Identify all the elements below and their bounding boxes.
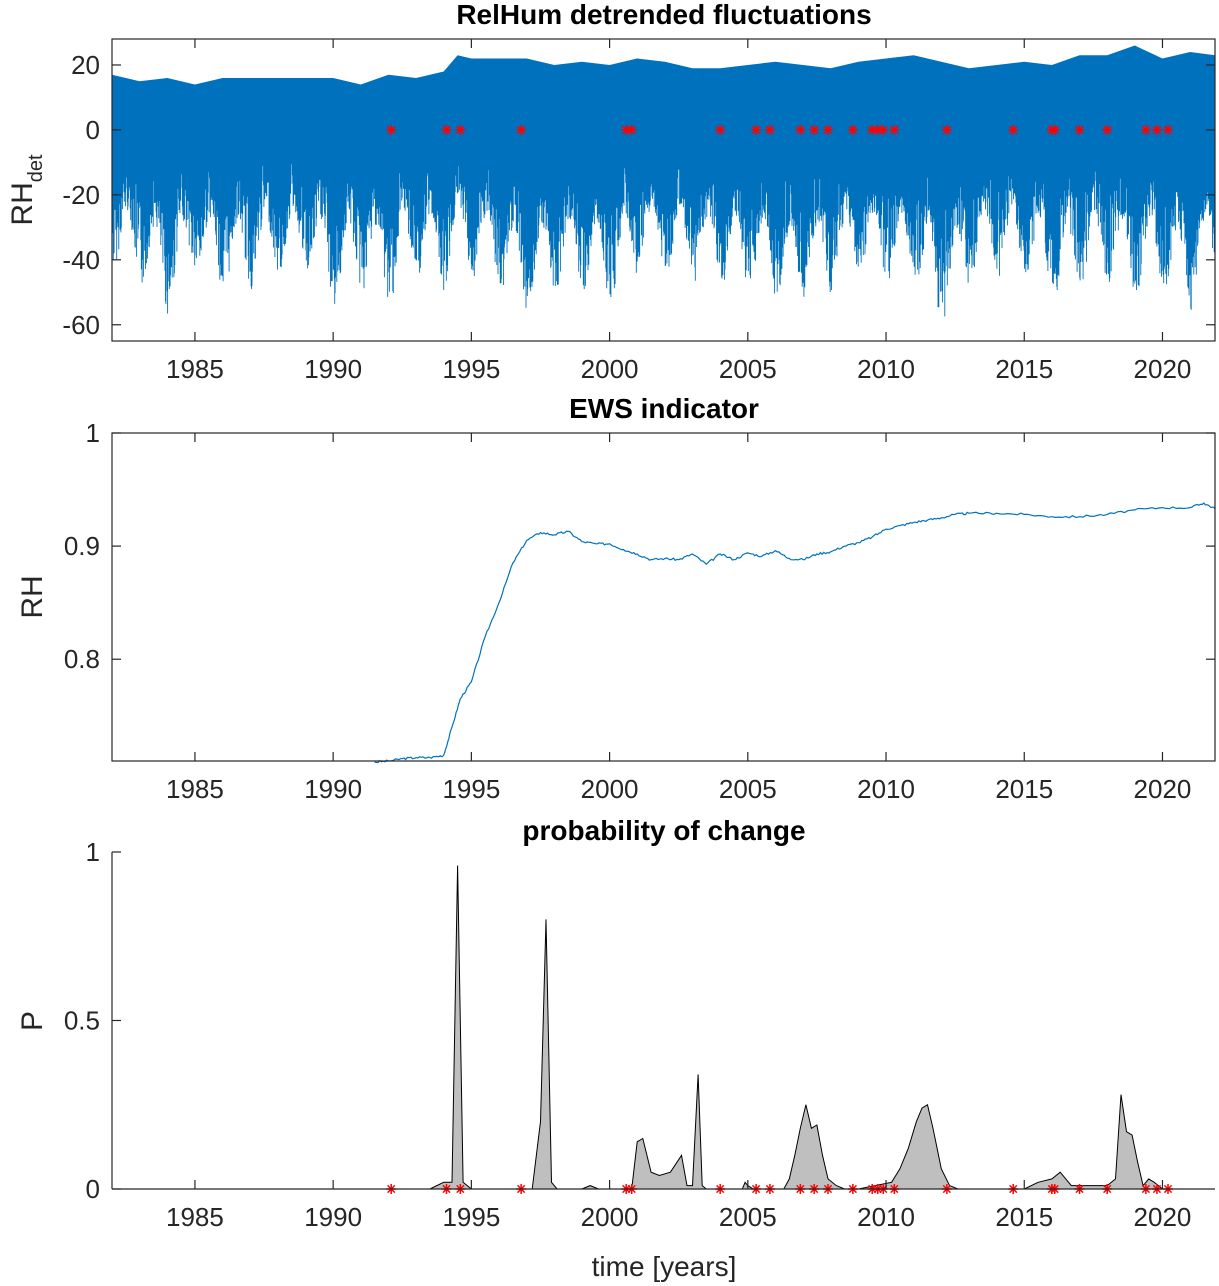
y-tick-label: 0 xyxy=(86,1174,100,1204)
panel3-plot-area xyxy=(374,865,1215,1194)
x-tick-label: 2020 xyxy=(1134,354,1192,384)
change-point-marker xyxy=(626,124,637,135)
x-tick-label: 1985 xyxy=(166,1202,224,1232)
x-tick-label: 1995 xyxy=(442,1202,500,1232)
panel1-axes-box xyxy=(111,38,1216,342)
y-tick-label: -20 xyxy=(62,180,100,210)
change-point-marker xyxy=(847,124,858,135)
panel2-axes-box xyxy=(111,432,1216,762)
panel3-ticks: 1985 1990 1995 2000 2005 2010 2015 2020 0 0.5 1 xyxy=(64,837,1192,1232)
panel-probability-of-change: probability of change 1985 1990 1995 2000 20… xyxy=(16,815,1215,1282)
x-tick-label: 2000 xyxy=(581,774,639,804)
panel2-ylabel: RH xyxy=(16,575,49,618)
x-tick-label: 2015 xyxy=(995,354,1053,384)
y-tick-label: 20 xyxy=(71,50,100,80)
panel1-title: RelHum detrended fluctuations xyxy=(456,0,871,30)
y-tick-label: 0 xyxy=(86,115,100,145)
x-tick-label: 2005 xyxy=(719,1202,777,1232)
change-point-marker xyxy=(878,124,889,135)
x-tick-label: 2010 xyxy=(857,1202,915,1232)
change-point-marker xyxy=(764,124,775,135)
x-tick-label: 2015 xyxy=(995,774,1053,804)
x-tick-label: 1985 xyxy=(166,354,224,384)
probability-area xyxy=(374,865,1215,1190)
change-point-marker xyxy=(516,124,527,135)
change-point-marker xyxy=(621,124,632,135)
panel1-ylabel-main: RH xyxy=(6,182,39,225)
change-point-marker xyxy=(872,124,883,135)
y-tick-label: -40 xyxy=(62,245,100,275)
ews-series-line xyxy=(374,502,1216,764)
change-point-marker xyxy=(809,124,820,135)
x-tick-label: 2010 xyxy=(857,354,915,384)
x-tick-label: 2015 xyxy=(995,1202,1053,1232)
change-point-marker xyxy=(1074,124,1085,135)
panel3-axes xyxy=(111,852,1215,1190)
x-tick-label: 2005 xyxy=(719,354,777,384)
change-point-marker xyxy=(1008,124,1019,135)
y-tick-label: 1 xyxy=(86,837,100,867)
y-tick-label: -60 xyxy=(62,310,100,340)
panel3-title: probability of change xyxy=(522,815,805,846)
change-point-marker xyxy=(1163,124,1174,135)
panel-relhum-fluctuations: RelHum detrended fluctuations 1985 1990 19… xyxy=(6,0,1216,384)
change-point-marker xyxy=(751,124,762,135)
panel3-ylabel: P xyxy=(16,1011,49,1031)
change-point-marker xyxy=(1140,124,1151,135)
panel1-plot-area xyxy=(111,45,1216,317)
panel-ews-indicator: EWS indicator 1985 1990 1995 2000 2005 2010 20… xyxy=(16,393,1216,804)
panel1-ylabel: RHdet xyxy=(6,154,47,226)
change-point-marker xyxy=(715,124,726,135)
fluctuation-series-core xyxy=(112,45,1215,150)
y-tick-label: 0.9 xyxy=(64,531,100,561)
panel2-ticks: 1985 1990 1995 2000 2005 2010 2015 2020 0.8 0.9 1 xyxy=(64,418,1215,804)
x-tick-label: 2020 xyxy=(1134,774,1192,804)
change-point-marker xyxy=(386,124,397,135)
change-point-marker xyxy=(441,124,452,135)
change-point-marker xyxy=(1151,124,1162,135)
y-tick-label: 1 xyxy=(86,418,100,448)
x-tick-label: 1990 xyxy=(304,1202,362,1232)
x-tick-label: 1995 xyxy=(442,354,500,384)
x-tick-label: 1995 xyxy=(442,774,500,804)
change-point-marker xyxy=(941,124,952,135)
x-tick-label: 1990 xyxy=(304,354,362,384)
panel2-plot-area xyxy=(374,502,1216,764)
change-point-marker xyxy=(455,124,466,135)
change-point-marker xyxy=(1049,124,1060,135)
y-tick-label: 0.8 xyxy=(64,644,100,674)
x-tick-label: 2010 xyxy=(857,774,915,804)
x-tick-label: 1990 xyxy=(304,774,362,804)
change-point-marker xyxy=(1102,124,1113,135)
change-point-marker xyxy=(867,124,878,135)
change-point-marker xyxy=(889,124,900,135)
panel3-xlabel: time [years] xyxy=(592,1251,737,1282)
panel2-title: EWS indicator xyxy=(569,393,759,424)
panel1-ylabel-subscript: det xyxy=(25,154,47,182)
x-tick-label: 2005 xyxy=(719,774,777,804)
x-tick-label: 2000 xyxy=(581,354,639,384)
panel1-ticks: 1985 1990 1995 2000 2005 2010 2015 2020 -60 -40 -2… xyxy=(62,39,1215,384)
y-tick-label: 0.5 xyxy=(64,1006,100,1036)
change-point-marker xyxy=(822,124,833,135)
x-tick-label: 2020 xyxy=(1134,1202,1192,1232)
x-tick-label: 2000 xyxy=(581,1202,639,1232)
change-point-marker xyxy=(795,124,806,135)
x-tick-label: 1985 xyxy=(166,774,224,804)
